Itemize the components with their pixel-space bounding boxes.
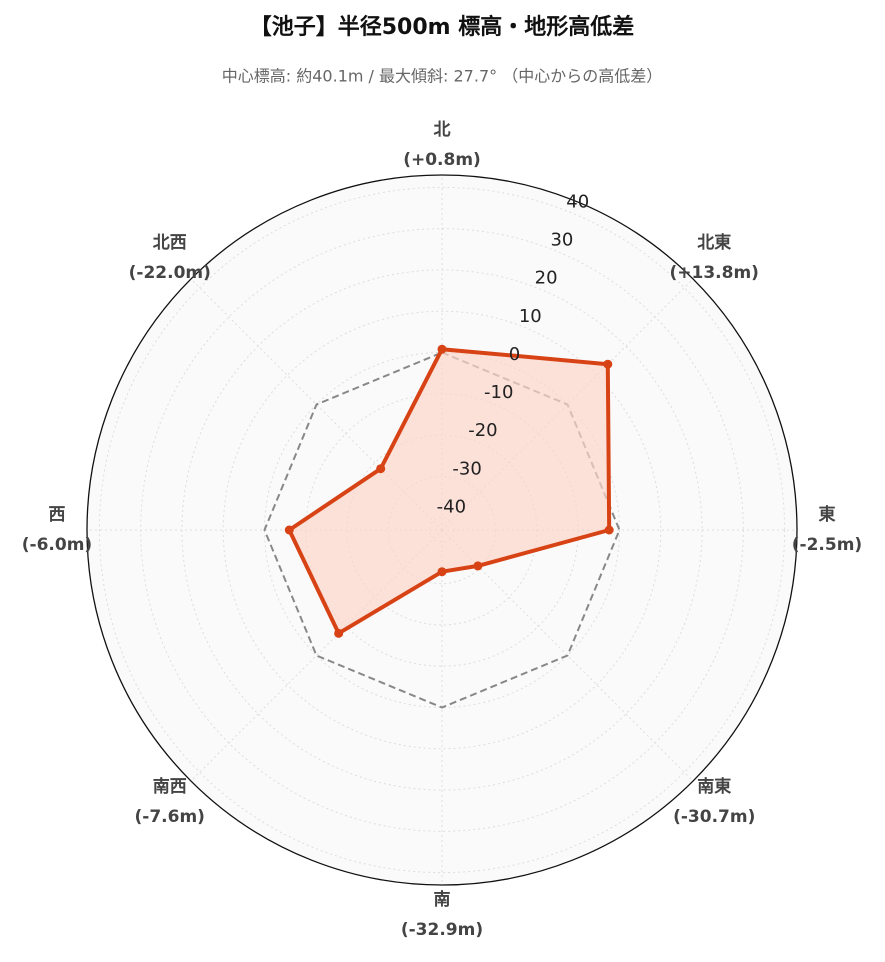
value-label: (+0.8m) (403, 150, 481, 170)
value-label: (-7.6m) (135, 807, 205, 827)
data-point (284, 525, 294, 535)
r-tick-label: 10 (519, 306, 542, 327)
r-tick-label: -20 (468, 420, 497, 441)
grid-circle (222, 310, 662, 750)
r-tick-label: 40 (566, 191, 589, 212)
data-point (437, 344, 447, 354)
category-label: 東 (819, 504, 836, 525)
r-tick-label: 30 (550, 230, 573, 251)
grid-spoke (441, 529, 694, 782)
r-tick-label: 0 (509, 344, 520, 365)
r-tick-label: -40 (437, 496, 466, 517)
grid-spoke (441, 278, 694, 531)
data-point (473, 561, 483, 571)
category-label: 北東 (697, 232, 731, 253)
category-label: 北西 (153, 233, 187, 253)
r-tick-label: 20 (535, 268, 558, 289)
value-label: (-32.9m) (401, 920, 483, 940)
r-tick-label: -10 (484, 382, 513, 403)
value-label: (-30.7m) (673, 807, 755, 827)
category-label: 北 (434, 120, 451, 140)
chart-title: 【池子】半径500m 標高・地形高低差 (250, 14, 635, 40)
value-label: (-2.5m) (792, 535, 862, 555)
chart-subtitle: 中心標高: 約40.1m / 最大傾斜: 27.7° （中心からの高低差） (222, 67, 662, 86)
value-label: (+13.8m) (670, 263, 759, 283)
category-label: 南 (434, 889, 451, 910)
data-point (603, 359, 613, 369)
plot-border (86, 174, 798, 886)
data-point (437, 567, 447, 577)
category-label: 南東 (697, 776, 731, 797)
value-label: (-6.0m) (22, 535, 92, 555)
r-tick-label: -30 (452, 458, 481, 479)
value-label: (-22.0m) (129, 263, 211, 283)
category-label: 南西 (153, 776, 187, 797)
grid-spoke (190, 278, 443, 531)
grid-spoke (190, 529, 443, 782)
data-point (376, 464, 386, 474)
data-point (334, 628, 344, 638)
category-label: 西 (49, 505, 66, 525)
data-point (604, 525, 614, 535)
grid-circle (98, 186, 786, 874)
